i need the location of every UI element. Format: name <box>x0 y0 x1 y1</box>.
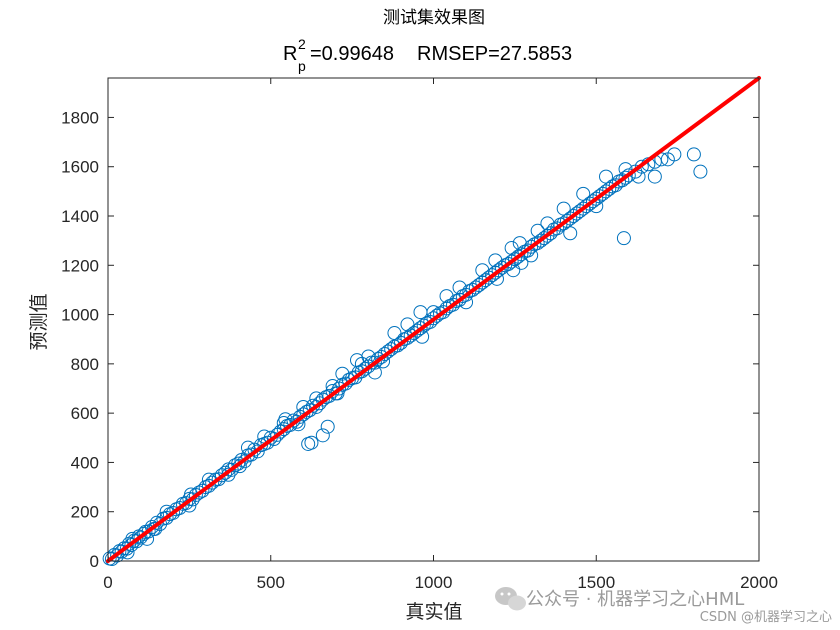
y-tick-label: 600 <box>71 404 99 423</box>
scatter-point <box>429 308 444 323</box>
y-tick-label: 200 <box>71 503 99 522</box>
y-tick-label: 0 <box>90 552 99 571</box>
watermark: 公众号 · 机器学习之心HML CSDN @机器学习之心 <box>495 587 832 625</box>
scatter-point <box>335 366 350 381</box>
r-letter: R <box>283 43 297 65</box>
scatter-point <box>452 280 467 295</box>
scatter-point <box>304 435 319 450</box>
rmsep-value: RMSEP=27.5853 <box>417 43 572 65</box>
scatter-point <box>576 186 591 201</box>
scatter-point <box>302 403 317 418</box>
scatter-point <box>231 456 246 471</box>
scatter-point <box>667 147 682 162</box>
scatter-point <box>296 399 311 414</box>
chart-title: 测试集效果图 <box>383 8 485 28</box>
scatter-point <box>488 253 503 268</box>
scatter-point <box>530 223 545 238</box>
scatter-point <box>400 317 415 332</box>
y-tick-label: 1800 <box>61 108 99 127</box>
x-tick-label: 1500 <box>577 573 615 592</box>
scatter-point <box>244 447 259 462</box>
scatter-point <box>387 326 402 341</box>
x-tick-label: 1000 <box>415 573 453 592</box>
scatter-point <box>504 241 519 256</box>
scatter-point <box>599 169 614 184</box>
r-superscript: 2 <box>298 36 306 52</box>
scatter-point <box>205 475 220 490</box>
fit-line <box>106 76 761 563</box>
scatter-point <box>439 289 454 304</box>
scatter-point <box>540 216 555 231</box>
scatter-point <box>240 440 255 455</box>
y-tick-label: 1400 <box>61 207 99 226</box>
scatter-point <box>278 412 293 427</box>
scatter-point <box>320 419 335 434</box>
scatter-point <box>439 301 454 316</box>
scatter-points <box>102 147 708 567</box>
scatter-point <box>631 169 646 184</box>
y-axis-label: 预测值 <box>28 293 50 350</box>
watermark-credit: CSDN @机器学习之心 <box>700 609 832 625</box>
scatter-point <box>634 159 649 174</box>
scatter-point <box>616 231 631 246</box>
chart-subtitle: R 2 p =0.99648 RMSEP=27.5853 <box>283 36 572 74</box>
scatter-point <box>124 537 139 552</box>
scatter-point <box>647 169 662 184</box>
scatter-point <box>315 428 330 443</box>
scatter-point <box>475 263 490 278</box>
scatter-point <box>693 164 708 179</box>
y-tick-label: 1600 <box>61 158 99 177</box>
x-axis-ticks: 0 500 1000 1500 2000 <box>103 78 778 592</box>
scatter-point <box>144 519 159 534</box>
y-tick-label: 800 <box>71 355 99 374</box>
y-axis-ticks: 0 200 400 600 800 1000 1200 1400 1600 1800 <box>61 108 759 571</box>
y-tick-label: 1000 <box>61 306 99 325</box>
x-tick-label: 500 <box>257 573 285 592</box>
wechat-icon <box>495 587 526 611</box>
scatter-point <box>315 392 330 407</box>
scatter-point <box>506 263 521 278</box>
scatter-point <box>367 365 382 380</box>
plot-area <box>102 76 761 567</box>
scatter-point <box>283 417 298 432</box>
x-axis-label: 真实值 <box>405 601 462 623</box>
scatter-point <box>512 236 527 251</box>
y-tick-label: 400 <box>71 453 99 472</box>
scatter-point <box>686 147 701 162</box>
x-tick-label: 0 <box>103 573 112 592</box>
scatter-point <box>179 496 194 511</box>
y-tick-label: 1200 <box>61 256 99 275</box>
watermark-main: 公众号 · 机器学习之心HML <box>526 589 744 610</box>
r-subscript: p <box>298 58 306 74</box>
scatter-point <box>218 465 233 480</box>
r2-value: =0.99648 <box>310 43 394 65</box>
scatter-point <box>556 201 571 216</box>
x-tick-label: 2000 <box>740 573 778 592</box>
scatter-point <box>416 318 431 333</box>
fit-line-group <box>106 76 761 563</box>
scatter-point <box>563 226 578 241</box>
